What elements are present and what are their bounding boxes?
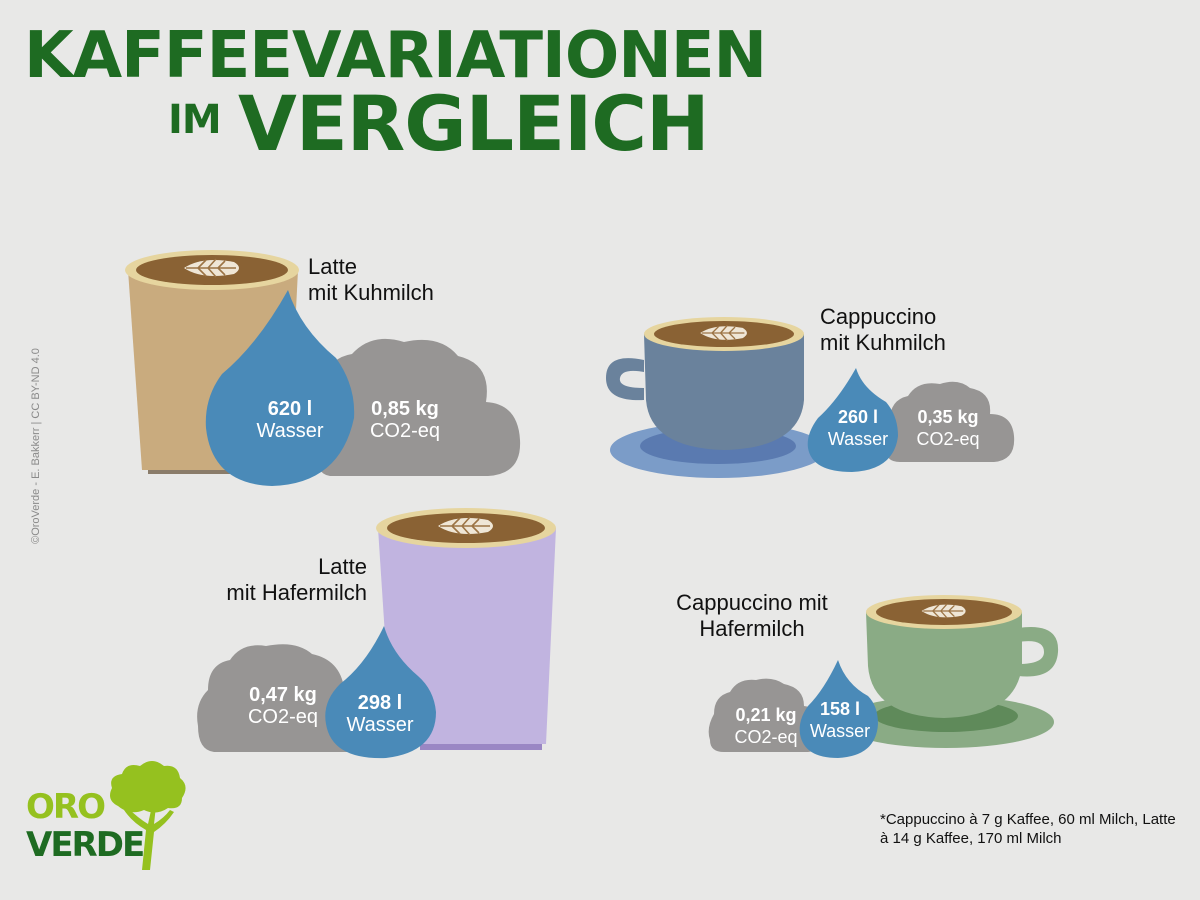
water-unit: Wasser (256, 420, 324, 442)
cappuccino-oat-co2-cloud-icon (708, 678, 825, 752)
cappuccino-cow-milk-name: Cappuccino (820, 304, 937, 329)
cappuccino-cow-milk-cup-icon (606, 317, 826, 478)
co2-unit: CO2-eq (916, 429, 980, 449)
cappuccino-cow-water-value: 260 l Wasser (818, 406, 898, 450)
co2-amount: 0,35 kg (917, 407, 979, 427)
latte-oat-milk-name: Latte (318, 554, 367, 579)
water-amount: 260 l (837, 407, 879, 427)
water-amount: 620 l (267, 398, 313, 420)
cappuccino-oat-co2-value: 0,21 kg CO2-eq (724, 704, 808, 748)
footnote: *Cappuccino à 7 g Kaffee, 60 ml Milch, L… (880, 811, 1176, 847)
water-amount: 158 l (819, 699, 861, 719)
latte-oat-water-drop-icon (325, 626, 436, 759)
logo-text-verde: VERDE (26, 825, 145, 865)
page-title-line-2: VERGLEICH (238, 79, 710, 168)
latte-cow-milk-subname: mit Kuhmilch (308, 280, 434, 305)
latte-oat-water-value: 298 l Wasser (330, 692, 430, 736)
cappuccino-oat-milk-name: Cappuccino mit (676, 590, 828, 615)
page-title-line-1: KAFFEEVARIATIONEN (24, 19, 767, 93)
co2-unit: CO2-eq (247, 706, 319, 728)
cappuccino-oat-milk-subname: Hafermilch (699, 616, 805, 641)
cappuccino-oat-water-value: 158 l Wasser (800, 698, 880, 742)
co2-amount: 0,21 kg (735, 705, 797, 725)
water-amount: 298 l (357, 692, 403, 714)
cappuccino-oat-water-drop-icon (799, 660, 878, 758)
cappuccino-cow-co2-value: 0,35 kg CO2-eq (908, 406, 988, 450)
cappuccino-cow-co2-cloud-icon (883, 381, 1015, 462)
co2-unit: CO2-eq (369, 420, 441, 442)
latte-oat-milk-subname: mit Hafermilch (226, 580, 367, 605)
co2-amount: 0,47 kg (249, 684, 317, 706)
latte-cow-water-drop-icon (205, 290, 355, 486)
co2-unit: CO2-eq (734, 727, 798, 747)
cappuccino-cow-milk-subname: mit Kuhmilch (820, 330, 946, 355)
water-unit: Wasser (809, 721, 871, 741)
oroverde-tree-logo-icon (110, 761, 186, 870)
cappuccino-cow-milk-label: Cappuccino mit Kuhmilch (820, 304, 946, 356)
water-unit: Wasser (827, 429, 889, 449)
logo-text-oro: ORO (26, 787, 106, 827)
latte-cow-water-value: 620 l Wasser (240, 398, 340, 442)
cappuccino-oat-milk-label: Cappuccino mit Hafermilch (662, 590, 842, 642)
latte-cow-milk-label: Latte mit Kuhmilch (308, 254, 434, 306)
cappuccino-oat-milk-cup-icon (838, 595, 1059, 748)
latte-cow-milk-name: Latte (308, 254, 357, 279)
latte-cow-co2-value: 0,85 kg CO2-eq (360, 398, 450, 442)
water-unit: Wasser (346, 714, 414, 736)
cappuccino-cow-water-drop-icon (807, 368, 898, 472)
co2-amount: 0,85 kg (371, 398, 439, 420)
latte-oat-co2-value: 0,47 kg CO2-eq (238, 684, 328, 728)
latte-oat-milk-label: Latte mit Hafermilch (193, 554, 367, 606)
page-title-line-2-small: IM (168, 97, 222, 143)
latte-cow-co2-cloud-icon (313, 338, 521, 476)
